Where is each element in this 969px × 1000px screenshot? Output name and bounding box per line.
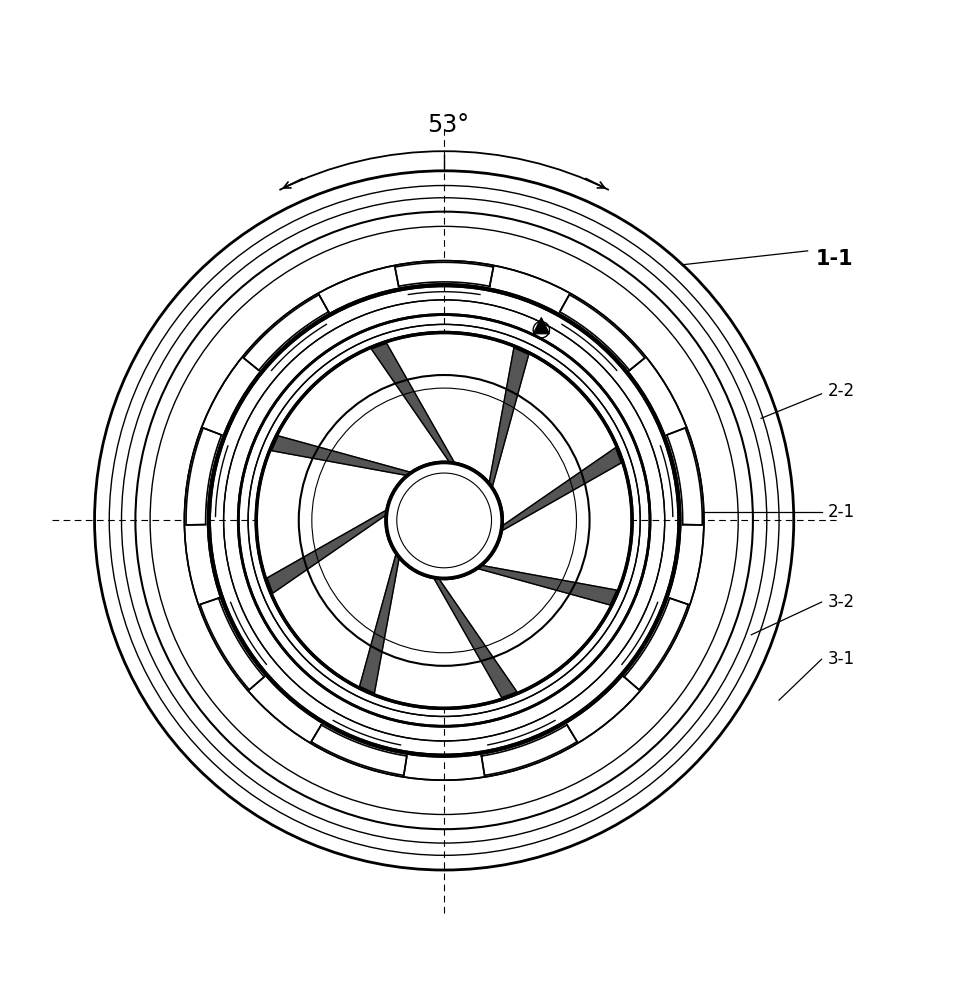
Polygon shape xyxy=(271,436,410,475)
Polygon shape xyxy=(394,262,493,286)
Polygon shape xyxy=(266,510,386,593)
Polygon shape xyxy=(371,343,453,463)
Polygon shape xyxy=(481,725,577,775)
Polygon shape xyxy=(433,578,516,698)
Polygon shape xyxy=(559,295,644,370)
Polygon shape xyxy=(478,565,616,605)
Polygon shape xyxy=(533,317,548,334)
Text: 3-1: 3-1 xyxy=(828,650,855,668)
Polygon shape xyxy=(311,725,406,775)
Circle shape xyxy=(385,462,503,579)
Polygon shape xyxy=(186,428,221,525)
Polygon shape xyxy=(623,598,688,690)
Polygon shape xyxy=(200,598,264,690)
Circle shape xyxy=(258,334,630,707)
Text: 2-1: 2-1 xyxy=(828,503,855,521)
Polygon shape xyxy=(502,448,620,531)
Circle shape xyxy=(387,463,501,578)
Polygon shape xyxy=(243,295,328,370)
Polygon shape xyxy=(359,554,398,693)
Text: 2-2: 2-2 xyxy=(828,382,855,400)
Polygon shape xyxy=(666,428,702,525)
Polygon shape xyxy=(488,348,528,487)
Text: 53°: 53° xyxy=(426,113,469,137)
Text: 3-2: 3-2 xyxy=(828,593,855,611)
Text: 1-1: 1-1 xyxy=(815,249,853,269)
